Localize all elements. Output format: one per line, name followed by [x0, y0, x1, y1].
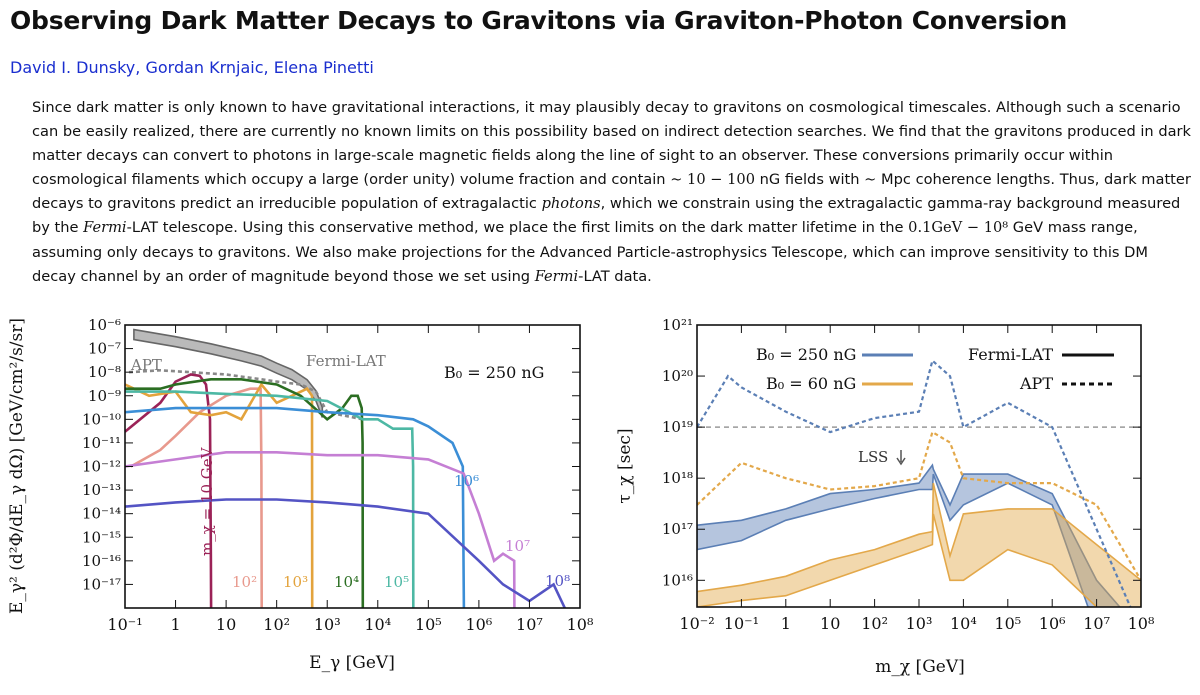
series-line	[130, 387, 264, 608]
spectrum-chart: 10⁻¹ 1 10 10² 10³ 10⁴ 10⁵ 10⁶ 10⁷ 10⁸ 10⁻⁶ 10⁻⁷ 10⁻⁸…	[7, 316, 594, 673]
mass-label: m_χ = 10 GeV	[198, 446, 216, 556]
x-tick-label: 10⁵	[994, 614, 1021, 633]
mass-label: 10⁵	[384, 573, 409, 591]
y-axis-label: E_γ² (d²Φ/dE_γ dΩ) [GeV/cm²/s/sr]	[7, 318, 27, 614]
legend-apt-label: APT	[1019, 374, 1053, 393]
x-tick-label: 10⁸	[1128, 614, 1155, 633]
x-tick-label: 10⁷	[1083, 614, 1110, 633]
y-tick-label: 10¹⁹	[662, 418, 693, 436]
x-tick-label: 10	[216, 615, 236, 634]
fermi-lat-band	[133, 328, 324, 418]
x-tick-label: 10⁶	[465, 615, 492, 634]
mass-label: 10⁶	[454, 472, 479, 490]
y-tick-label: 10⁻¹⁰	[82, 410, 121, 428]
x-tick-label: 10⁴	[950, 614, 977, 633]
fermi-lat-label: Fermi-LAT	[306, 352, 386, 370]
series-line	[125, 498, 566, 608]
x-tick-label: 10⁸	[567, 615, 594, 634]
mass-label: 10⁷	[505, 537, 530, 555]
y-tick-label: 10⁻¹¹	[82, 434, 121, 452]
x-tick-label: 10²	[861, 614, 888, 633]
x-tick-label: 10⁵	[415, 615, 442, 634]
x-tick-label: 10⁶	[1039, 614, 1066, 633]
y-tick-label: 10²¹	[662, 316, 693, 334]
author-list: David I. Dunsky, Gordan Krnjaic, Elena P…	[10, 58, 374, 77]
y-tick-label: 10¹⁶	[662, 571, 693, 589]
x-tick-label: 10⁴	[364, 615, 391, 634]
x-tick-label: 10³	[906, 614, 933, 633]
author-link[interactable]: Gordan Krnjaic	[145, 58, 264, 77]
y-tick-label: 10²⁰	[662, 367, 693, 385]
lifetime-chart: 10⁻² 10⁻¹ 1 10 10² 10³ 10⁴ 10⁵ 10⁶ 10⁷ 10⁸ 10²¹ 10²⁰…	[615, 316, 1155, 677]
b0-annotation: B₀ = 250 nG	[444, 363, 544, 382]
y-tick-label: 10⁻¹⁶	[82, 552, 121, 570]
x-tick-label: 10⁷	[516, 615, 543, 634]
series-line	[125, 450, 516, 608]
y-tick-label: 10⁻¹⁴	[82, 505, 121, 523]
mass-label: 10⁴	[334, 573, 359, 591]
y-tick-label: 10⁻⁷	[88, 340, 121, 358]
paper-title: Observing Dark Matter Decays to Graviton…	[10, 6, 1068, 35]
x-tick-label: 10³	[314, 615, 341, 634]
mass-label: 10³	[283, 573, 308, 591]
apt-projection-line	[697, 430, 1141, 581]
mass-label: 10²	[232, 573, 257, 591]
plot-area	[125, 328, 566, 608]
y-axis-label: τ_χ [sec]	[615, 428, 635, 503]
x-axis-label: m_χ [GeV]	[875, 657, 965, 677]
abstract: Since dark matter is only known to have …	[32, 99, 1191, 285]
legend-fermi-label: Fermi-LAT	[968, 345, 1053, 364]
y-tick-label: 10⁻¹³	[82, 481, 121, 499]
y-tick-label: 10⁻¹⁷	[82, 575, 121, 593]
y-tick-label: 10⁻⁹	[88, 387, 121, 405]
y-tick-label: 10⁻⁶	[88, 316, 121, 334]
apt-projection-line	[697, 358, 1132, 607]
y-tick-label: 10¹⁷	[662, 520, 693, 538]
x-tick-label: 1	[170, 615, 180, 634]
x-tick-label: 10²	[263, 615, 290, 634]
y-tick-label: 10¹⁸	[662, 469, 693, 487]
series-line	[128, 368, 363, 421]
series-line	[125, 377, 365, 608]
series-line	[125, 390, 415, 608]
legend-b0-250-label: B₀ = 250 nG	[756, 345, 856, 364]
lss-label: LSS	[858, 448, 888, 466]
y-tick-label: 10⁻¹⁵	[82, 528, 121, 546]
y-tick-label: 10⁻⁸	[88, 363, 121, 381]
author-link[interactable]: Elena Pinetti	[273, 58, 374, 77]
author-link[interactable]: David I. Dunsky	[10, 58, 136, 77]
x-tick-label: 10⁻²	[679, 614, 714, 633]
series-line	[125, 406, 466, 608]
lss-arrow-icon	[896, 450, 906, 466]
x-axis-label: E_γ [GeV]	[309, 653, 395, 673]
x-tick-label: 10⁻¹	[107, 615, 142, 634]
series-line	[125, 373, 213, 608]
x-tick-label: 1	[781, 614, 791, 633]
y-tick-label: 10⁻¹²	[82, 458, 121, 476]
legend-b0-60-label: B₀ = 60 nG	[766, 374, 856, 393]
plot-area	[697, 358, 1141, 607]
mass-label: 10⁸	[545, 572, 570, 590]
apt-label: APT	[130, 356, 162, 374]
x-tick-label: 10	[820, 614, 840, 633]
lifetime-band	[697, 482, 1141, 607]
lifetime-band	[697, 463, 1121, 607]
x-tick-label: 10⁻¹	[724, 614, 759, 633]
